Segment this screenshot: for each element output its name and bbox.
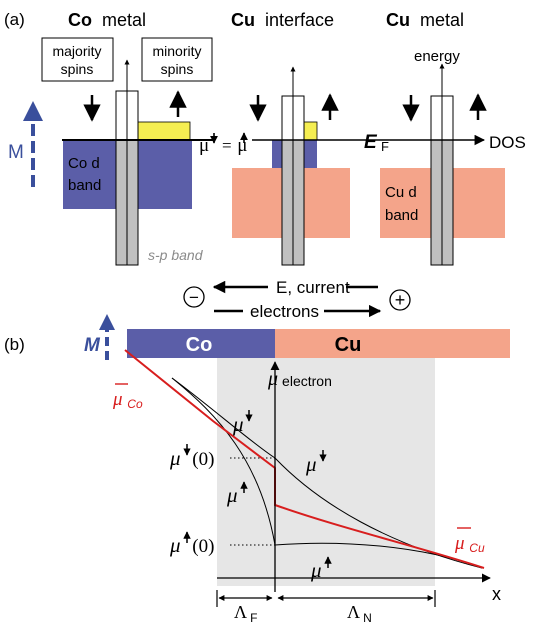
- cu-interface-title-bold: Cu: [231, 10, 255, 30]
- sp-band-label: s-p band: [148, 247, 204, 263]
- mu-down-zero-arg: (0): [192, 449, 214, 470]
- mu-up-zero-arg: (0): [192, 536, 214, 557]
- mubar-co-label: μ Co: [112, 389, 143, 411]
- mu-equality-right: μ: [237, 135, 247, 156]
- interface-yellow-band: [303, 121, 318, 141]
- minus-terminal: [183, 286, 205, 308]
- mu-down-zero-label: μ (0): [169, 446, 214, 470]
- cu-metal-title-bold: Cu: [386, 10, 410, 30]
- lambda-f-label: Λ F: [234, 602, 257, 625]
- co-d-band-line1: Co d: [68, 155, 100, 172]
- cu-d-band-line2: band: [385, 207, 418, 224]
- cu-interface-title-rest: interface: [265, 10, 334, 30]
- minus-terminal-sign: −: [189, 288, 199, 307]
- cu-metal-title: Cu metal: [386, 10, 464, 30]
- mubar-cu-sub: Cu: [469, 541, 485, 555]
- fermi-energy-main: E: [364, 132, 378, 153]
- mu-down-curve-cu: [274, 457, 483, 569]
- mu-equality-left: μ: [199, 135, 209, 156]
- current-label: E, current: [276, 278, 350, 297]
- mu-down-curve-co: [171, 377, 276, 459]
- x-axis-label: x: [492, 584, 501, 604]
- mu-electron-sub: electron: [282, 373, 332, 389]
- mu-up-label-cu: μ: [310, 558, 322, 582]
- cu-d-band-line1: Cu d: [385, 184, 417, 201]
- mu-down-label-cu: μ: [305, 452, 317, 476]
- magnetization-arrowhead-b: [99, 314, 115, 330]
- magnetization-label-a: M: [8, 142, 24, 163]
- co-metal-title-rest: metal: [102, 10, 146, 30]
- panel-a: (a) Co metal Cu interface Cu metal major…: [4, 10, 526, 321]
- lambda-n-label: Λ N: [347, 602, 372, 625]
- fermi-energy-sub: F: [381, 139, 389, 154]
- plus-terminal-sign: +: [395, 290, 406, 310]
- mu-down-zero-main: μ: [169, 446, 181, 470]
- mubar-co-sub: Co: [127, 397, 143, 411]
- panel-b-label: (b): [4, 335, 25, 354]
- mu-equality: μ = μ: [199, 135, 247, 156]
- lambda-n-sub: N: [363, 611, 372, 625]
- fermi-energy-label: E F: [364, 132, 389, 154]
- cu-metal-title-rest: metal: [420, 10, 464, 30]
- co-minority-yellow-band: [137, 121, 191, 141]
- co-bar: [127, 329, 275, 358]
- lambda-f-main: Λ: [234, 602, 247, 622]
- majority-spins-line1: majority: [52, 43, 101, 59]
- mubar-cu-main: μ: [454, 533, 465, 554]
- mu-electron-label: μ electron: [267, 368, 332, 390]
- mu-up-zero-main: μ: [169, 533, 181, 557]
- mu-up-zero-label: μ (0): [169, 533, 214, 557]
- co-d-band-line2: band: [68, 177, 101, 194]
- magnetization-arrowhead-a: [23, 101, 43, 121]
- minority-spins-box: [141, 37, 213, 82]
- panel-a-label: (a): [4, 10, 25, 29]
- mubar-co-main: μ: [112, 389, 123, 410]
- mu-equality-eq: =: [222, 136, 232, 155]
- minority-spins-line1: minority: [152, 43, 201, 59]
- lambda-n-main: Λ: [347, 602, 360, 622]
- mu-down-label-co: μ: [232, 412, 244, 436]
- electrons-label: electrons: [250, 302, 319, 321]
- cu-interface-title: Cu interface: [231, 10, 334, 30]
- panel-b: (b) M Co Cu x μ electron μ: [4, 314, 510, 625]
- dos-label: DOS: [489, 133, 526, 152]
- mu-up-curve-co: [171, 377, 276, 546]
- plus-terminal: [389, 289, 411, 311]
- minority-spins-line2: spins: [161, 61, 194, 77]
- mu-up-label-co: μ: [226, 483, 238, 507]
- energy-label: energy: [414, 48, 460, 65]
- spin-accumulation-region: [217, 358, 435, 586]
- co-bar-label: Co: [186, 334, 213, 356]
- magnetization-label-b: M: [84, 335, 101, 356]
- lambda-f-sub: F: [250, 611, 257, 625]
- mu-electron-main: μ: [267, 368, 278, 390]
- majority-spins-line2: spins: [61, 61, 94, 77]
- cu-bar: [275, 329, 510, 358]
- majority-spins-box: [41, 37, 114, 82]
- cu-bar-label: Cu: [335, 334, 362, 356]
- mubar-cu-label: μ Cu: [454, 533, 485, 555]
- mubar-red-curve: [124, 349, 485, 569]
- co-metal-title: Co metal: [68, 10, 146, 30]
- co-metal-title-bold: Co: [68, 10, 92, 30]
